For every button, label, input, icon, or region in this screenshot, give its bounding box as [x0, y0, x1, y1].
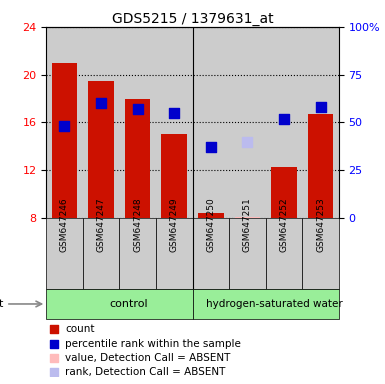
Text: hydrogen-saturated water: hydrogen-saturated water [206, 299, 343, 309]
Point [244, 139, 251, 145]
Bar [308, 114, 333, 218]
Bar [156, 27, 192, 218]
Bar [229, 218, 266, 289]
Title: GDS5215 / 1379631_at: GDS5215 / 1379631_at [112, 12, 273, 26]
Bar [83, 27, 119, 218]
Text: control: control [109, 299, 148, 309]
Point [208, 144, 214, 151]
Bar [119, 27, 156, 218]
Point [256, 308, 262, 314]
Bar [266, 27, 302, 218]
Bar [46, 27, 83, 218]
Bar [198, 213, 224, 218]
Bar [83, 218, 119, 289]
Point [281, 116, 287, 122]
Bar [192, 27, 229, 218]
Point [318, 104, 324, 110]
Text: count: count [65, 324, 95, 334]
Point [171, 110, 177, 116]
Bar [266, 218, 302, 289]
Bar [192, 218, 229, 289]
Bar [234, 217, 260, 218]
Point [61, 123, 68, 129]
Text: GSM647251: GSM647251 [243, 197, 252, 252]
Text: GSM647253: GSM647253 [316, 197, 325, 252]
Bar [46, 218, 83, 289]
Bar [119, 218, 156, 289]
Text: percentile rank within the sample: percentile rank within the sample [65, 339, 241, 349]
Bar [229, 27, 266, 218]
Text: agent: agent [0, 299, 4, 309]
Bar [192, 289, 339, 319]
Text: GSM647247: GSM647247 [97, 197, 105, 252]
Bar [271, 167, 297, 218]
Text: GSM647250: GSM647250 [206, 197, 215, 252]
Point [135, 106, 141, 112]
Bar [161, 134, 187, 218]
Bar [88, 81, 114, 218]
Text: GSM647252: GSM647252 [280, 197, 288, 252]
Point [256, 178, 262, 184]
Bar [302, 27, 339, 218]
Bar [125, 99, 151, 218]
Point [256, 48, 262, 54]
Bar [52, 63, 77, 218]
Bar [302, 218, 339, 289]
Text: GSM647249: GSM647249 [170, 197, 179, 252]
Text: GSM647246: GSM647246 [60, 197, 69, 252]
Point [98, 100, 104, 106]
Text: value, Detection Call = ABSENT: value, Detection Call = ABSENT [65, 353, 231, 363]
Text: GSM647248: GSM647248 [133, 197, 142, 252]
Bar [46, 289, 192, 319]
Bar [156, 218, 192, 289]
Text: rank, Detection Call = ABSENT: rank, Detection Call = ABSENT [65, 367, 226, 377]
